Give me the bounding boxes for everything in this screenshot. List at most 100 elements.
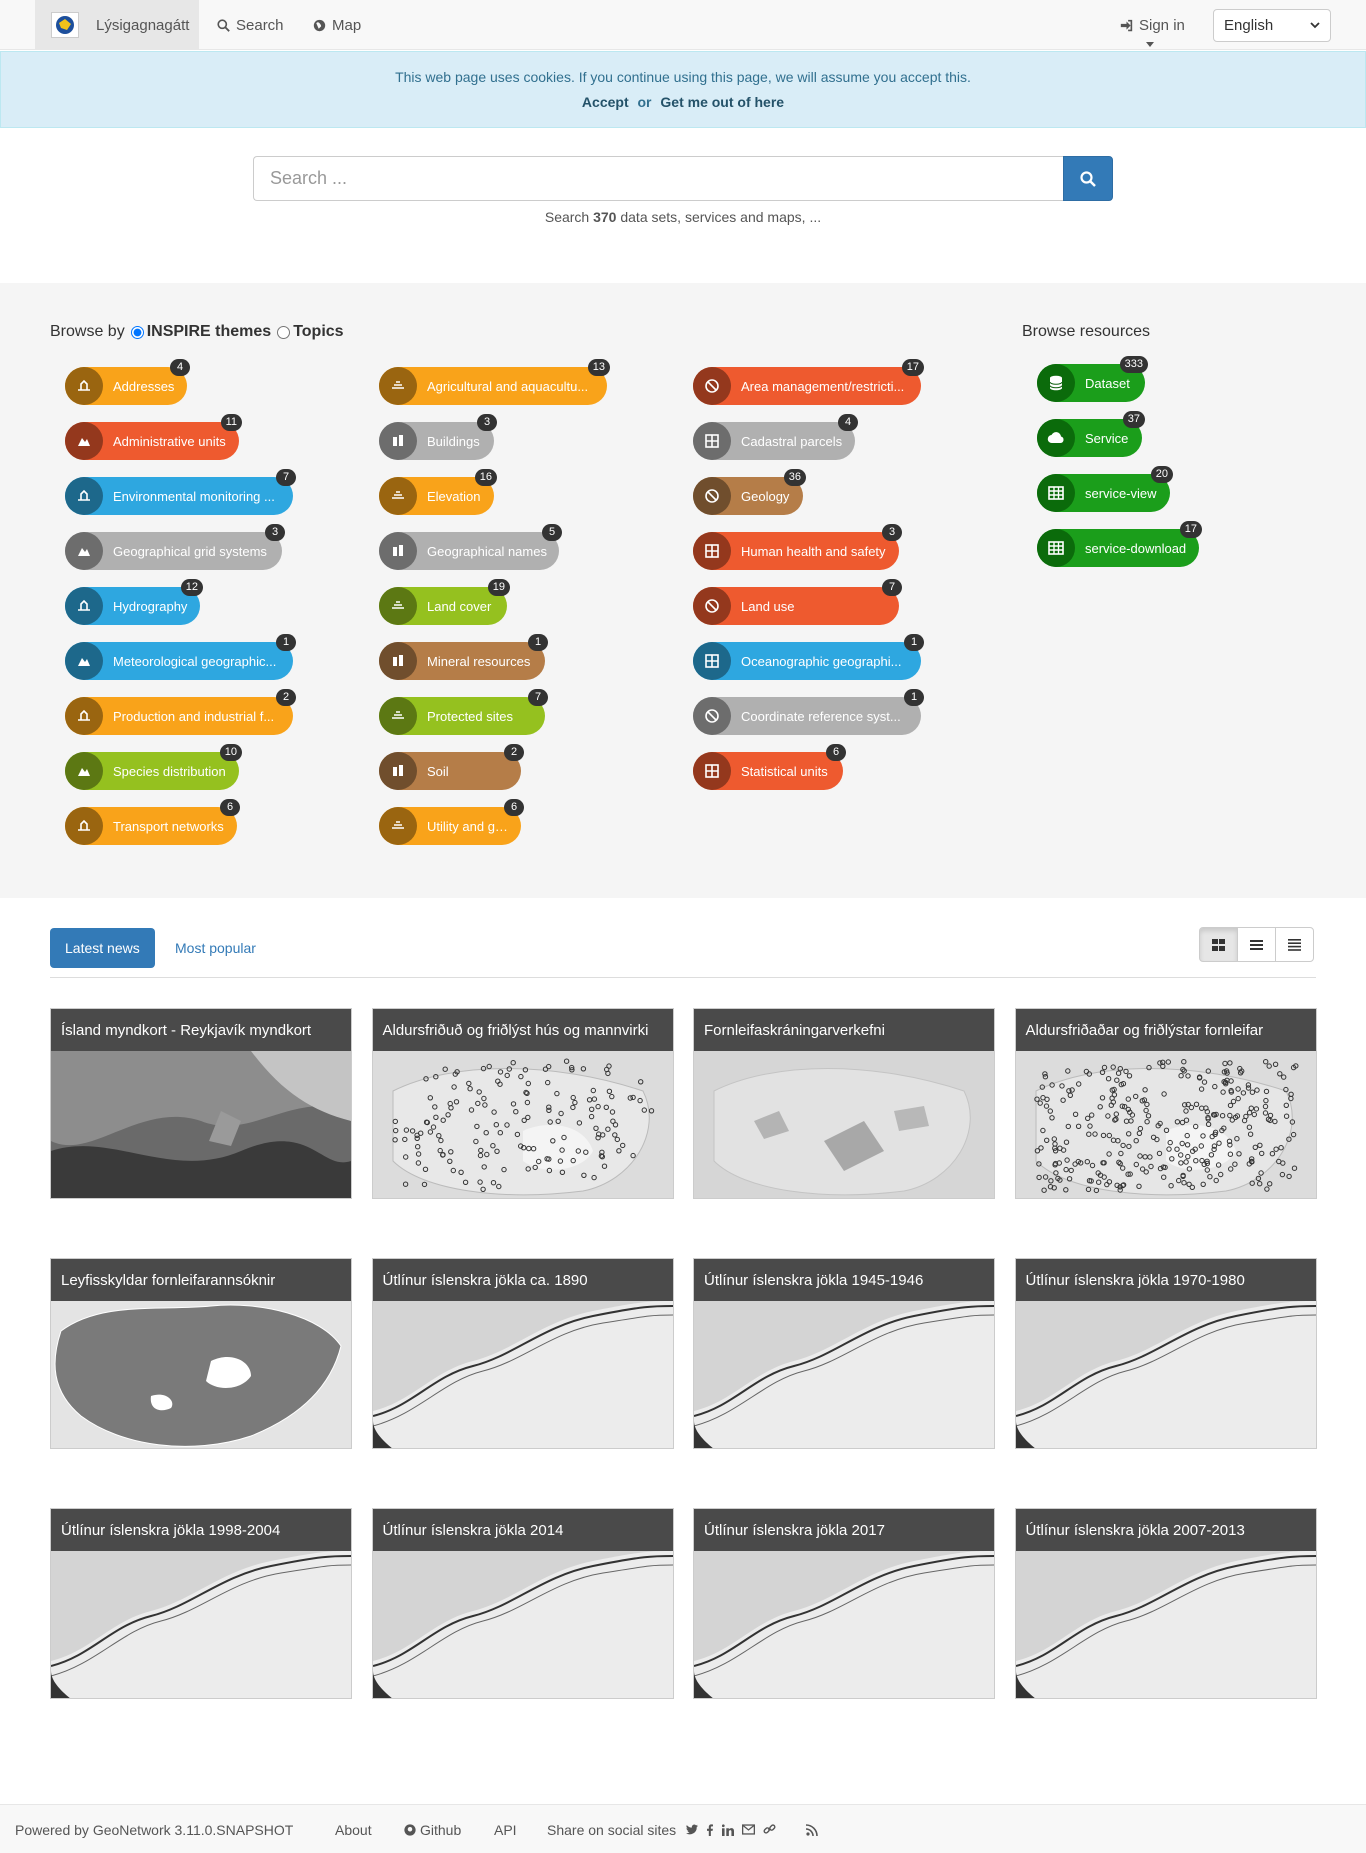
inspire-themes-option[interactable]: INSPIRE themes (129, 323, 271, 341)
footer-about-link[interactable]: About (335, 1821, 372, 1838)
theme-chip[interactable]: Elevation 16 (379, 469, 497, 515)
topics-radio[interactable] (277, 325, 291, 339)
theme-chip[interactable]: Species distribution 10 (65, 744, 242, 790)
news-card[interactable]: Útlínur íslenskra jökla 2017 (693, 1508, 995, 1699)
theme-chip[interactable]: Coordinate reference syst... 1 (693, 689, 924, 735)
theme-chip[interactable]: Land cover 19 (379, 579, 510, 625)
inspire-radio[interactable] (130, 325, 144, 339)
search-button[interactable] (1063, 156, 1113, 201)
resource-chip[interactable]: service-download 17 (1037, 521, 1202, 567)
theme-chip[interactable]: Area management/restricti... 17 (693, 359, 924, 405)
resource-chip[interactable]: service-view 20 (1037, 466, 1173, 512)
news-card-thumbnail[interactable] (694, 1551, 994, 1699)
browse-by: Browse by INSPIRE themes Topics (50, 323, 344, 341)
facebook-icon[interactable] (706, 1823, 714, 1836)
news-card-title[interactable]: Útlínur íslenskra jökla 1998-2004 (51, 1509, 351, 1551)
theme-chip[interactable]: Geographical names 5 (379, 524, 562, 570)
theme-chip[interactable]: Oceanographic geographi... 1 (693, 634, 924, 680)
compact-view-button[interactable] (1275, 927, 1314, 962)
theme-chip[interactable]: Mineral resources 1 (379, 634, 548, 680)
cookie-accept-link[interactable]: Accept (581, 94, 629, 110)
theme-chip[interactable]: Geology 36 (693, 469, 806, 515)
news-card-title[interactable]: Aldursfriðuð og friðlýst hús og mannvirk… (372, 1009, 673, 1051)
email-icon[interactable] (742, 1824, 755, 1835)
news-card[interactable]: Útlínur íslenskra jökla 1998-2004 (50, 1508, 352, 1699)
theme-chip[interactable]: Transport networks 6 (65, 799, 240, 845)
news-card[interactable]: Útlínur íslenskra jökla 2007-2013 (1014, 1508, 1317, 1699)
news-card-thumbnail[interactable] (372, 1301, 673, 1449)
grid-view-button[interactable] (1199, 927, 1238, 962)
theme-chip[interactable]: Environmental monitoring ... 7 (65, 469, 296, 515)
theme-chip[interactable]: Meteorological geographic... 1 (65, 634, 296, 680)
news-card-title[interactable]: Útlínur íslenskra jökla 1945-1946 (694, 1259, 994, 1301)
news-card-thumbnail[interactable] (1015, 1551, 1316, 1699)
resource-chip[interactable]: Dataset 333 (1037, 356, 1148, 402)
news-card[interactable]: Aldursfriðaðar og friðlýstar fornleifar (1014, 1008, 1317, 1199)
theme-chip[interactable]: Protected sites 7 (379, 689, 548, 735)
news-card[interactable]: Leyfisskyldar fornleifarannsóknir (50, 1258, 352, 1449)
theme-chip[interactable]: Buildings 3 (379, 414, 497, 460)
news-card-title[interactable]: Leyfisskyldar fornleifarannsóknir (51, 1259, 351, 1301)
nav-map-label: Map (332, 16, 362, 34)
theme-chip[interactable]: Land use 7 (693, 579, 902, 625)
cookie-out-link[interactable]: Get me out of here (660, 94, 785, 110)
news-card[interactable]: Útlínur íslenskra jökla 2014 (371, 1508, 674, 1699)
news-card[interactable]: Útlínur íslenskra jökla 1945-1946 (693, 1258, 995, 1449)
theme-chip[interactable]: Addresses 4 (65, 359, 190, 405)
theme-chip[interactable]: Hydrography 12 (65, 579, 203, 625)
theme-chip[interactable]: Utility and governmental s... 6 (379, 799, 524, 845)
news-card-thumbnail[interactable] (694, 1051, 994, 1199)
linkedin-icon[interactable] (722, 1823, 734, 1836)
news-card-title[interactable]: Ísland myndkort - Reykjavík myndkort (51, 1009, 351, 1051)
news-card[interactable]: Útlínur íslenskra jökla ca. 1890 (371, 1258, 674, 1449)
topics-option[interactable]: Topics (275, 323, 344, 341)
news-card[interactable]: Útlínur íslenskra jökla 1970-1980 (1014, 1258, 1317, 1449)
news-card-title[interactable]: Fornleifaskráningarverkefni (694, 1009, 994, 1051)
cadastral-parcels-icon (693, 422, 731, 460)
footer-api-link[interactable]: API (494, 1821, 517, 1838)
nav-search-link[interactable]: Search (217, 0, 284, 50)
footer-github-link[interactable]: Github (404, 1805, 461, 1853)
theme-chip[interactable]: Geographical grid systems 3 (65, 524, 285, 570)
theme-chip[interactable]: Human health and safety 3 (693, 524, 902, 570)
theme-chip[interactable]: Administrative units 11 (65, 414, 242, 460)
news-card-thumbnail[interactable] (1015, 1301, 1316, 1449)
theme-label: Cadastral parcels (741, 433, 843, 449)
theme-chip[interactable]: Statistical units 6 (693, 744, 846, 790)
news-card[interactable]: Aldursfriðuð og friðlýst hús og mannvirk… (371, 1008, 674, 1199)
news-card-thumbnail[interactable] (1015, 1051, 1316, 1199)
theme-chip[interactable]: Cadastral parcels 4 (693, 414, 858, 460)
news-card-title[interactable]: Útlínur íslenskra jökla ca. 1890 (372, 1259, 673, 1301)
news-card-thumbnail[interactable] (51, 1551, 351, 1699)
twitter-icon[interactable] (686, 1824, 698, 1835)
tab-latest-news[interactable]: Latest news (50, 928, 155, 968)
list-view-button[interactable] (1237, 927, 1276, 962)
rss-icon[interactable] (806, 1823, 818, 1836)
resource-chip[interactable]: Service 37 (1037, 411, 1145, 457)
news-card-thumbnail[interactable] (51, 1051, 351, 1199)
news-card-thumbnail[interactable] (372, 1551, 673, 1699)
news-card-title[interactable]: Útlínur íslenskra jökla 1970-1980 (1015, 1259, 1316, 1301)
theme-label: Elevation (427, 488, 481, 504)
news-card-thumbnail[interactable] (694, 1301, 994, 1449)
link-icon[interactable] (763, 1823, 776, 1836)
news-card-title[interactable]: Útlínur íslenskra jökla 2014 (372, 1509, 673, 1551)
news-card-title[interactable]: Útlínur íslenskra jökla 2017 (694, 1509, 994, 1551)
news-card[interactable]: Ísland myndkort - Reykjavík myndkort (50, 1008, 352, 1199)
brand-link[interactable]: Lýsigagnagátt (35, 0, 199, 50)
theme-chip[interactable]: Soil 2 (379, 744, 524, 790)
news-card-thumbnail[interactable] (51, 1301, 351, 1449)
language-select[interactable]: English (1213, 9, 1331, 42)
news-card-thumbnail[interactable] (372, 1051, 673, 1199)
nav-map-link[interactable]: Map (313, 0, 361, 50)
search-input[interactable] (253, 156, 1063, 201)
theme-count-badge: 6 (504, 799, 524, 816)
sign-in-link[interactable]: Sign in (1120, 0, 1185, 50)
theme-chip[interactable]: Agricultural and aquacultu... 13 (379, 359, 610, 405)
tab-most-popular[interactable]: Most popular (175, 940, 256, 956)
news-card[interactable]: Fornleifaskráningarverkefni (693, 1008, 995, 1199)
chevron-down-icon[interactable] (1146, 42, 1154, 47)
news-card-title[interactable]: Aldursfriðaðar og friðlýstar fornleifar (1015, 1009, 1316, 1051)
news-card-title[interactable]: Útlínur íslenskra jökla 2007-2013 (1015, 1509, 1316, 1551)
theme-chip[interactable]: Production and industrial f... 2 (65, 689, 296, 735)
